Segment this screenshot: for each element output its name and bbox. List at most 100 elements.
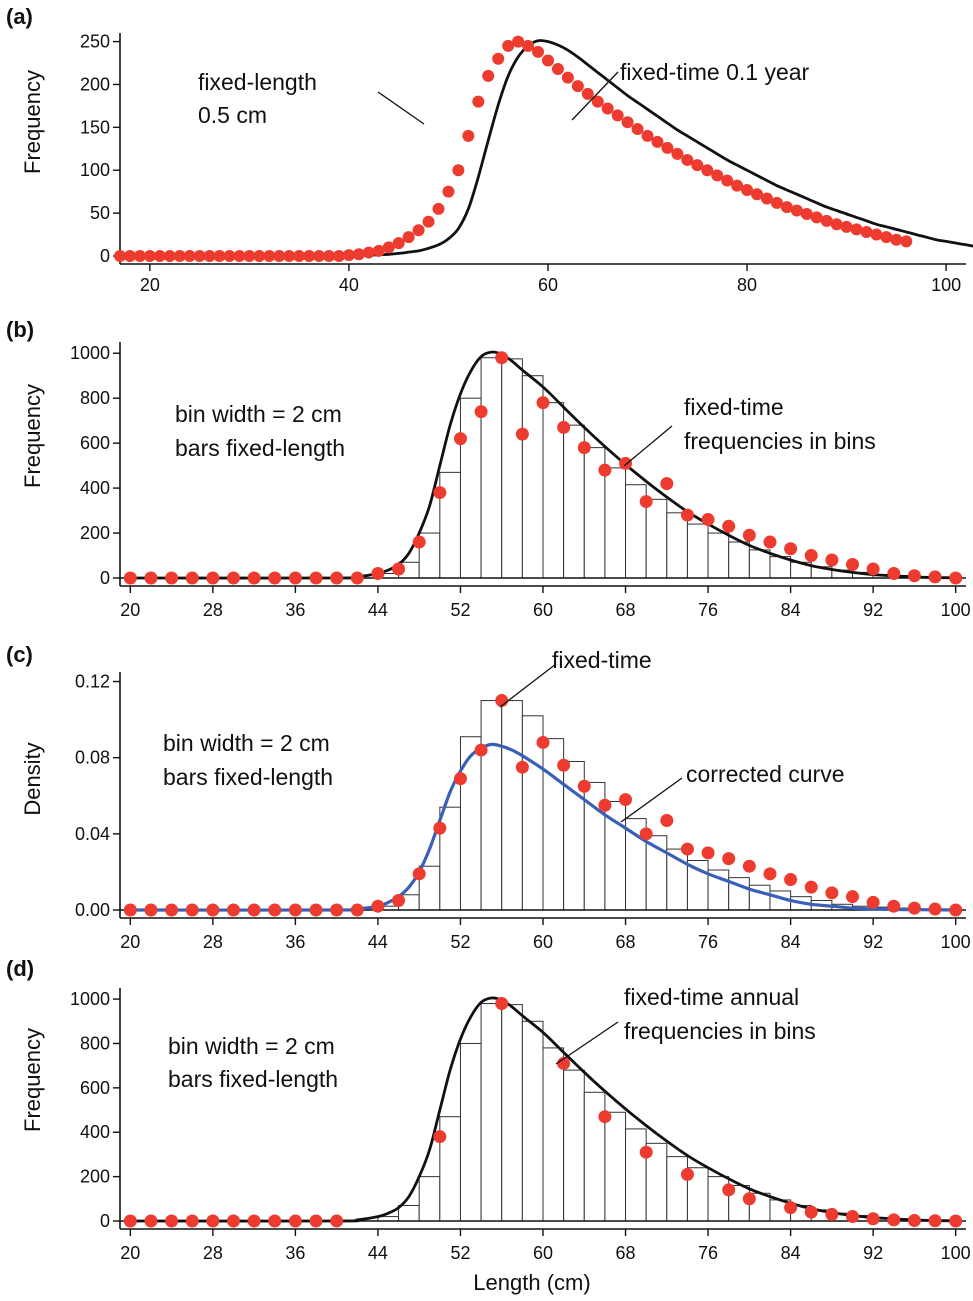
panel-a-annotation-leader [571, 71, 619, 121]
panel-a-point [591, 95, 604, 108]
panel-d-point [598, 1110, 612, 1124]
panel-d-point [268, 1214, 282, 1228]
panel-c-point [185, 903, 199, 917]
panel-a-ytick-label: 200 [80, 74, 110, 94]
panel-b-bar [645, 498, 668, 579]
panel-d-point [557, 1056, 571, 1070]
panel-d-point [206, 1214, 220, 1228]
panel-d-point [784, 1201, 798, 1215]
panel-b-ytick-label: 400 [80, 478, 110, 498]
panel-c-point [866, 895, 880, 909]
panel-c-point [928, 902, 942, 916]
panel-a-ytick-label: 150 [80, 117, 110, 137]
panel-d-ytick-label: 0 [100, 1211, 110, 1231]
panel-a-point [551, 63, 564, 76]
panel-d-point [742, 1192, 756, 1206]
panel-b-xtick-label: 36 [285, 600, 305, 620]
panel-a-point [810, 211, 823, 224]
panel-b-point [123, 571, 137, 585]
panel-d-xtick-label: 28 [203, 1243, 223, 1263]
panel-b-point [144, 571, 158, 585]
panel-a-point [541, 54, 554, 67]
panel-a-point [223, 250, 236, 262]
panel-b-ytick-label: 200 [80, 523, 110, 543]
panel-a-point [402, 231, 415, 244]
panel-c-point [165, 903, 179, 917]
panel-b-point [619, 456, 633, 470]
panel-b-point [515, 427, 529, 441]
panel-d-point [330, 1214, 344, 1228]
panel-b-bar [480, 357, 503, 579]
panel-a-point [532, 45, 545, 58]
panel-d-point [722, 1183, 736, 1197]
panel-d-ytick-label: 600 [80, 1078, 110, 1098]
panel-b-annotation-frequencies: frequencies in bins [684, 428, 876, 454]
panel-c-label: (c) [6, 642, 33, 667]
panel-c-bar [459, 736, 482, 911]
panel-d-point [226, 1214, 240, 1228]
panel-b-point [433, 486, 447, 500]
panel-a-point [741, 183, 754, 196]
panel-d-annotation-frequencies: frequencies in bins [624, 1018, 816, 1044]
panel-a-point [800, 207, 813, 220]
panel-c-point [557, 758, 571, 772]
panel-a-point [323, 250, 336, 262]
panel-b-annotation-fixed-time: fixed-time [684, 394, 784, 420]
panel-a-point [840, 220, 853, 233]
panel-a-point [721, 174, 734, 187]
panel-a-point [880, 231, 893, 244]
panel-b-point [371, 567, 385, 581]
panel-b-point [660, 477, 674, 491]
panel-d-ylabel: Frequency [20, 1028, 45, 1132]
panel-c-point [846, 890, 860, 904]
panel-b-point [804, 549, 818, 563]
panel-c-point [598, 798, 612, 812]
panel-a-point [492, 52, 505, 65]
panel-a-point [362, 246, 375, 259]
panel-c-point [206, 903, 220, 917]
panel-b-xtick-label: 28 [203, 600, 223, 620]
panel-a-point [711, 169, 724, 182]
panel-d-xtick-label: 52 [450, 1243, 470, 1263]
panel-a-ytick-label: 100 [80, 160, 110, 180]
panel-c-point [680, 842, 694, 856]
panel-c-ytick-label: 0.00 [75, 900, 110, 920]
panel-a-point [601, 102, 614, 115]
panel-a-point [342, 249, 355, 262]
panel-a-point [651, 135, 664, 148]
panel-a-point [691, 159, 704, 172]
panel-b-point [598, 463, 612, 477]
panel-d-point [123, 1214, 137, 1228]
panel-a-point [213, 250, 226, 262]
panel-b-bar [686, 523, 709, 579]
panel-d-bar [459, 1042, 482, 1222]
panel-a-point [462, 129, 475, 142]
panel-b-point [742, 528, 756, 542]
panel-a-point [442, 185, 455, 198]
panel-b-xtick-label: 92 [863, 600, 883, 620]
panel-d-ytick-label: 200 [80, 1167, 110, 1187]
panel-b-ytick-label: 0 [100, 568, 110, 588]
panel-a-point [203, 250, 216, 262]
panel-c-annotation-leader [620, 777, 683, 823]
panel-c-point [226, 903, 240, 917]
panel-b-point [453, 432, 467, 446]
panel-b-point [907, 569, 921, 583]
panel-d-bar [707, 1176, 730, 1222]
panel-a-ytick-label: 0 [100, 246, 110, 266]
panel-d-xtick-label: 76 [698, 1243, 718, 1263]
panel-b-point [866, 562, 880, 576]
panel-c-xtick-label: 52 [450, 932, 470, 952]
panel-a-point [472, 95, 485, 108]
panel-c-xtick-label: 28 [203, 932, 223, 952]
panel-a-ytick-label: 250 [80, 32, 110, 52]
panel-b-point [268, 571, 282, 585]
panel-b-point [928, 570, 942, 584]
panel-c-xtick-label: 68 [616, 932, 636, 952]
panel-b-point [288, 571, 302, 585]
panel-c-point [453, 772, 467, 786]
panel-c-point [123, 903, 137, 917]
panel-b-point [722, 519, 736, 533]
panel-d-point [144, 1214, 158, 1228]
panel-b-bar [501, 358, 523, 579]
